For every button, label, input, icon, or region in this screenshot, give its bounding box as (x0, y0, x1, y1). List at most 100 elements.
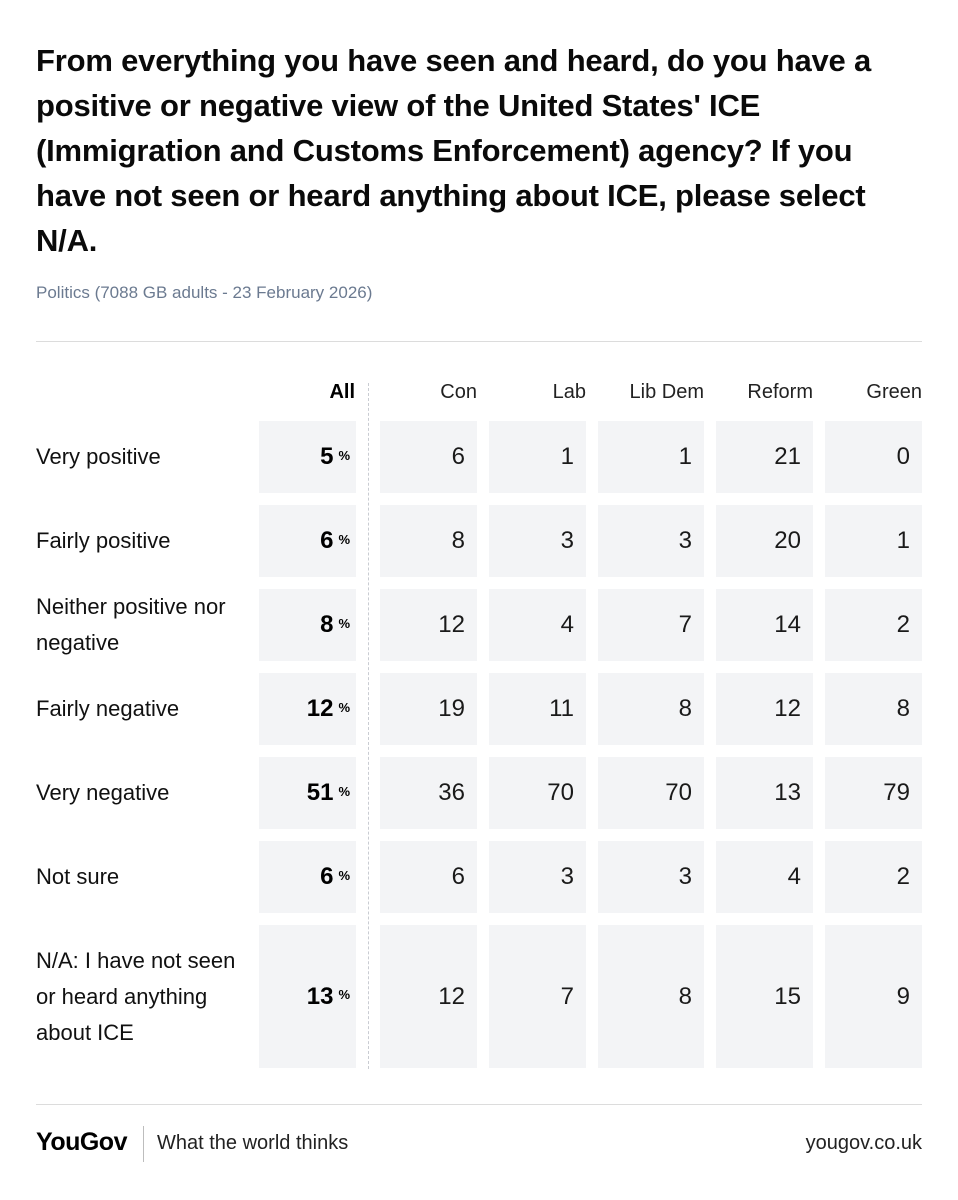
cell-value: 5 (320, 443, 334, 470)
row-label: Fairly negative (36, 696, 180, 721)
value-cell: 8 (598, 673, 704, 745)
value-cell: 8 (380, 505, 477, 577)
value-cell: 6 (380, 421, 477, 493)
cell-value: 8 (320, 611, 334, 638)
value-cell: 2 (825, 841, 922, 913)
all-value-cell: 6% (259, 505, 356, 577)
value-cell: 11 (489, 673, 586, 745)
value-cell: 8 (598, 925, 704, 1068)
row-label: N/A: I have not seen or heard anything a… (36, 947, 236, 1045)
footer-separator (143, 1126, 144, 1162)
value-cell: 70 (598, 757, 704, 829)
column-header-con: Con (440, 381, 477, 403)
row-label: Very positive (36, 444, 161, 469)
all-value-cell: 12% (259, 673, 356, 745)
cell-value: 3 (560, 527, 574, 554)
cell-value: 3 (678, 527, 692, 554)
cell-value: 4 (787, 863, 801, 890)
cell-value: 11 (549, 695, 574, 722)
cell-value: 6 (451, 863, 465, 890)
cell-value: 12 (438, 982, 465, 1010)
value-cell: 70 (489, 757, 586, 829)
value-cell: 12 (380, 925, 477, 1068)
footer-url: yougov.co.uk (805, 1132, 922, 1154)
cell-value: 4 (560, 611, 574, 638)
cell-value: 0 (896, 443, 910, 470)
all-value-cell: 8% (259, 589, 356, 661)
cell-value: 12 (438, 611, 465, 638)
value-cell: 4 (489, 589, 586, 661)
percent-symbol: % (338, 867, 350, 883)
column-header-reform: Reform (747, 381, 813, 403)
value-cell: 19 (380, 673, 477, 745)
value-cell: 3 (489, 841, 586, 913)
percent-symbol: % (338, 447, 350, 463)
column-header-lib-dem: Lib Dem (629, 381, 704, 403)
cell-value: 7 (560, 982, 574, 1010)
value-cell: 3 (598, 505, 704, 577)
value-cell: 1 (598, 421, 704, 493)
cell-value: 20 (774, 527, 801, 554)
cell-value: 36 (438, 779, 465, 806)
value-cell: 20 (716, 505, 813, 577)
column-header-all: All (329, 381, 355, 403)
cell-value: 79 (883, 779, 910, 806)
cell-value: 2 (896, 863, 910, 890)
all-value-cell: 6% (259, 841, 356, 913)
column-header-green: Green (866, 381, 922, 403)
value-cell: 1 (489, 421, 586, 493)
cell-value: 6 (320, 863, 334, 890)
percent-symbol: % (338, 783, 350, 799)
row-label: Neither positive nor negative (36, 594, 226, 655)
value-cell: 7 (598, 589, 704, 661)
cell-value: 14 (774, 611, 801, 638)
yougov-logo: YouGov (36, 1128, 127, 1156)
cell-value: 21 (774, 443, 801, 470)
value-cell: 0 (825, 421, 922, 493)
cell-value: 7 (678, 611, 692, 638)
value-cell: 1 (825, 505, 922, 577)
value-cell: 13 (716, 757, 813, 829)
cell-value: 6 (451, 443, 465, 470)
column-header-lab: Lab (552, 381, 586, 403)
cell-value: 12 (306, 695, 334, 722)
cell-value: 70 (665, 779, 692, 806)
value-cell: 36 (380, 757, 477, 829)
value-cell: 14 (716, 589, 813, 661)
chart-subtitle: Politics (7088 GB adults - 23 February 2… (36, 283, 373, 302)
cell-value: 3 (560, 863, 574, 890)
value-cell: 7 (489, 925, 586, 1068)
cell-value: 13 (306, 982, 334, 1010)
value-cell: 3 (598, 841, 704, 913)
chart-title: From everything you have seen and heard,… (36, 43, 872, 258)
cell-value: 1 (896, 527, 910, 554)
value-cell: 2 (825, 589, 922, 661)
value-cell: 3 (489, 505, 586, 577)
all-column-divider (368, 383, 369, 1069)
cell-value: 70 (547, 779, 574, 806)
all-value-cell: 51% (259, 757, 356, 829)
row-label: Fairly positive (36, 528, 171, 553)
cell-value: 9 (896, 982, 910, 1010)
all-value-cell: 13% (259, 925, 356, 1068)
cell-value: 8 (451, 527, 465, 554)
value-cell: 12 (716, 673, 813, 745)
value-cell: 8 (825, 673, 922, 745)
cell-value: 8 (678, 695, 692, 722)
cell-value: 2 (896, 611, 910, 638)
value-cell: 9 (825, 925, 922, 1068)
top-divider (36, 341, 922, 342)
value-cell: 12 (380, 589, 477, 661)
all-value-cell: 5% (259, 421, 356, 493)
percent-symbol: % (338, 531, 350, 547)
cell-value: 51 (306, 779, 334, 806)
bottom-divider (36, 1104, 922, 1105)
value-cell: 79 (825, 757, 922, 829)
cell-value: 8 (896, 695, 910, 722)
value-cell: 4 (716, 841, 813, 913)
cell-value: 13 (774, 779, 801, 806)
cell-value: 15 (774, 982, 801, 1010)
cell-value: 6 (320, 527, 334, 554)
footer-tagline: What the world thinks (157, 1132, 349, 1154)
cell-value: 3 (678, 863, 692, 890)
